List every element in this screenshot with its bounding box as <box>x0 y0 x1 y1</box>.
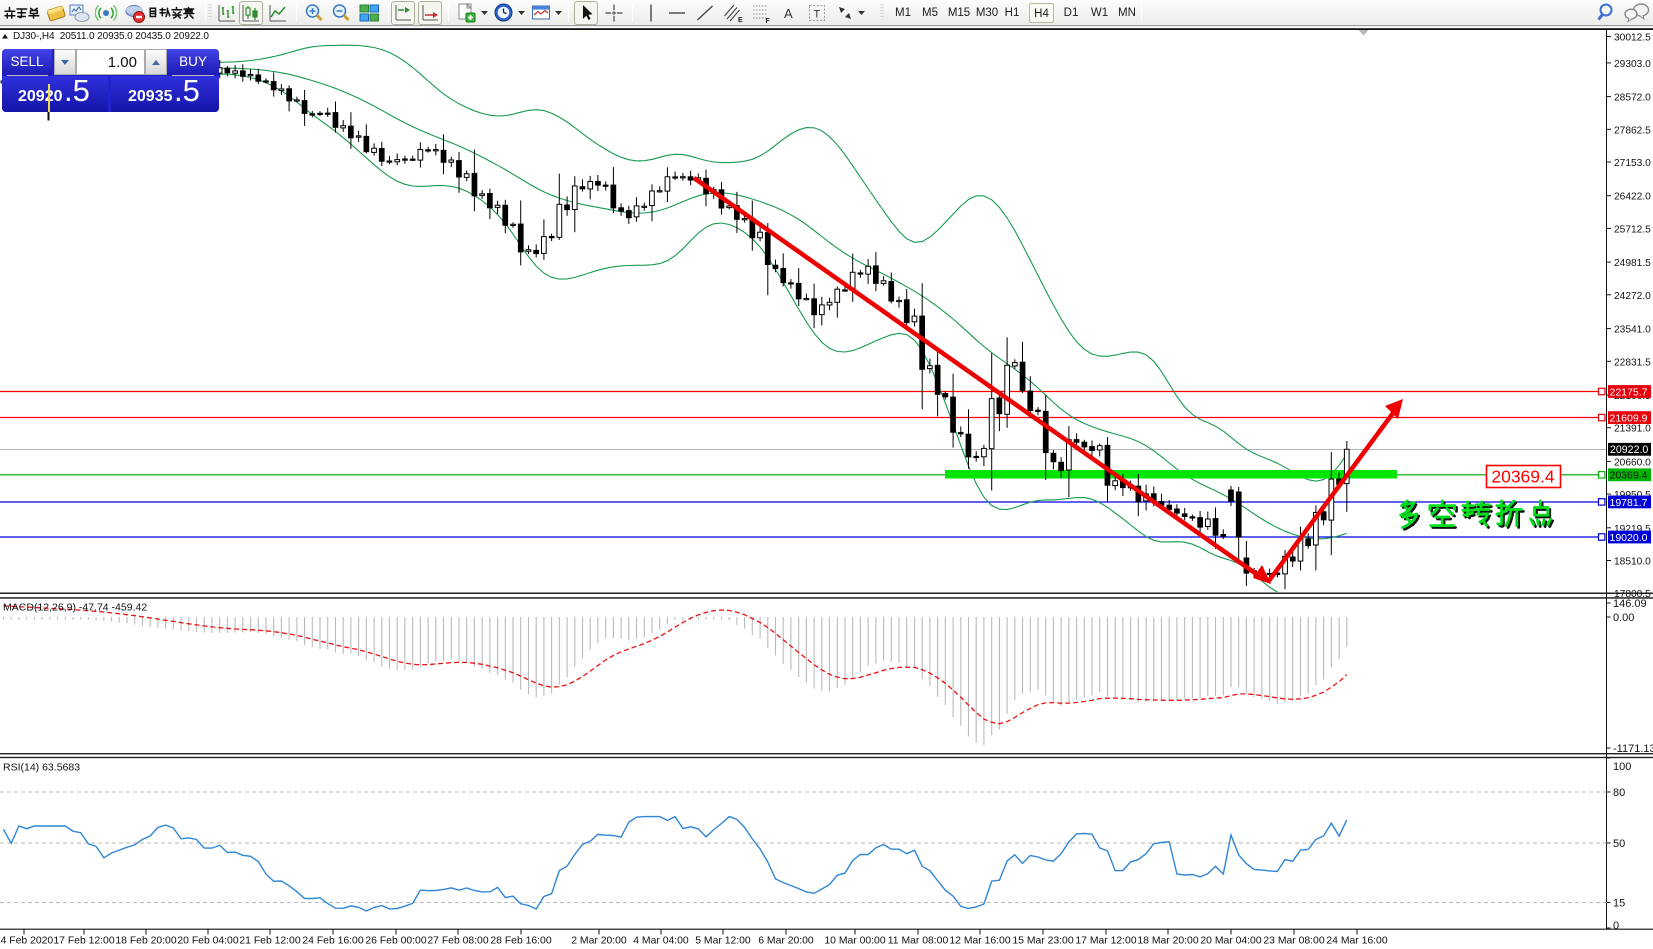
svg-text:146.09: 146.09 <box>1613 598 1647 610</box>
svg-text:22175.7: 22175.7 <box>1610 386 1648 398</box>
svg-text:24272.0: 24272.0 <box>1614 291 1651 302</box>
svg-text:2 Mar 20:00: 2 Mar 20:00 <box>571 936 627 947</box>
svg-text:12 Mar 16:00: 12 Mar 16:00 <box>949 936 1010 947</box>
svg-text:19781.7: 19781.7 <box>1610 497 1648 509</box>
svg-text:20369.4: 20369.4 <box>1610 470 1648 482</box>
svg-text:21609.9: 21609.9 <box>1610 413 1648 425</box>
svg-text:0.00: 0.00 <box>1613 612 1634 624</box>
svg-text:21 Feb 12:00: 21 Feb 12:00 <box>239 936 300 947</box>
svg-text:RSI(14) 63.5683: RSI(14) 63.5683 <box>3 762 80 774</box>
svg-text:23 Mar 08:00: 23 Mar 08:00 <box>1263 936 1324 947</box>
svg-text:27 Feb 08:00: 27 Feb 08:00 <box>427 936 488 947</box>
svg-text:15: 15 <box>1613 898 1625 910</box>
svg-text:17 Feb 12:00: 17 Feb 12:00 <box>53 936 114 947</box>
svg-text:18510.0: 18510.0 <box>1614 557 1651 568</box>
svg-text:28572.0: 28572.0 <box>1614 93 1651 104</box>
svg-text:26 Feb 00:00: 26 Feb 00:00 <box>365 936 426 947</box>
svg-text:15 Mar 23:00: 15 Mar 23:00 <box>1012 936 1073 947</box>
svg-text:29303.0: 29303.0 <box>1614 59 1651 70</box>
svg-text:T: T <box>814 9 821 21</box>
svg-text:24 Feb 16:00: 24 Feb 16:00 <box>302 936 363 947</box>
svg-text:20660.0: 20660.0 <box>1614 457 1651 468</box>
svg-text:28 Feb 16:00: 28 Feb 16:00 <box>490 936 551 947</box>
svg-text:20369.4: 20369.4 <box>1491 467 1555 487</box>
svg-text:14 Feb 2020: 14 Feb 2020 <box>0 936 53 947</box>
svg-text:24 Mar 16:00: 24 Mar 16:00 <box>1326 936 1387 947</box>
svg-text:17 Mar 12:00: 17 Mar 12:00 <box>1075 936 1136 947</box>
svg-text:24981.5: 24981.5 <box>1614 258 1651 269</box>
svg-text:27153.0: 27153.0 <box>1614 158 1651 169</box>
svg-text:21391.0: 21391.0 <box>1614 424 1651 435</box>
svg-text:17800.5: 17800.5 <box>1614 589 1651 600</box>
svg-text:30012.5: 30012.5 <box>1614 33 1651 44</box>
svg-text:-1171.13: -1171.13 <box>1613 743 1653 755</box>
svg-text:MACD(12,26,9) -47.74 -459.42: MACD(12,26,9) -47.74 -459.42 <box>3 602 147 614</box>
svg-text:4 Mar 04:00: 4 Mar 04:00 <box>633 936 689 947</box>
svg-text:20 Feb 04:00: 20 Feb 04:00 <box>177 936 238 947</box>
svg-text:22831.5: 22831.5 <box>1614 357 1651 368</box>
svg-text:18 Mar 20:00: 18 Mar 20:00 <box>1137 936 1198 947</box>
svg-text:19020.0: 19020.0 <box>1610 532 1648 544</box>
svg-text:20 Mar 04:00: 20 Mar 04:00 <box>1200 936 1261 947</box>
svg-text:5 Mar 12:00: 5 Mar 12:00 <box>695 936 751 947</box>
svg-text:80: 80 <box>1613 787 1625 799</box>
svg-text:E: E <box>738 17 743 24</box>
svg-text:100: 100 <box>1613 761 1631 773</box>
svg-text:23541.0: 23541.0 <box>1614 325 1651 336</box>
svg-text:50: 50 <box>1613 838 1625 850</box>
svg-text:20922.0: 20922.0 <box>1610 444 1648 456</box>
svg-text:0: 0 <box>1613 920 1619 932</box>
svg-text:10 Mar 00:00: 10 Mar 00:00 <box>824 936 885 947</box>
svg-text:F: F <box>766 18 771 24</box>
svg-text:6 Mar 20:00: 6 Mar 20:00 <box>758 936 814 947</box>
svg-text:18 Feb 20:00: 18 Feb 20:00 <box>115 936 176 947</box>
svg-text:27862.5: 27862.5 <box>1614 125 1651 136</box>
svg-text:11 Mar 08:00: 11 Mar 08:00 <box>888 936 949 947</box>
svg-text:25712.5: 25712.5 <box>1614 224 1651 235</box>
svg-text:A: A <box>784 6 793 21</box>
svg-text:26422.0: 26422.0 <box>1614 192 1651 203</box>
svg-text:19219.5: 19219.5 <box>1614 524 1651 535</box>
